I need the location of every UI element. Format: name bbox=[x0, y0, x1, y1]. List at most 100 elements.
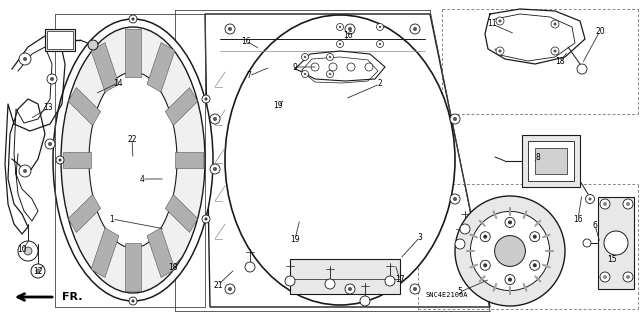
Circle shape bbox=[499, 49, 502, 53]
Circle shape bbox=[376, 24, 383, 31]
Circle shape bbox=[213, 117, 217, 121]
Circle shape bbox=[626, 202, 630, 206]
Polygon shape bbox=[68, 195, 100, 233]
Circle shape bbox=[45, 139, 55, 149]
Circle shape bbox=[496, 17, 504, 25]
Circle shape bbox=[450, 194, 460, 204]
Ellipse shape bbox=[470, 211, 550, 291]
Circle shape bbox=[228, 287, 232, 291]
Circle shape bbox=[499, 19, 502, 23]
Bar bbox=[528, 141, 574, 181]
Circle shape bbox=[225, 284, 235, 294]
Circle shape bbox=[532, 235, 537, 239]
Ellipse shape bbox=[225, 15, 455, 305]
Circle shape bbox=[56, 156, 64, 164]
Circle shape bbox=[496, 47, 504, 55]
Circle shape bbox=[131, 300, 134, 302]
Circle shape bbox=[410, 284, 420, 294]
Circle shape bbox=[31, 264, 45, 278]
Polygon shape bbox=[147, 228, 175, 278]
Text: 13: 13 bbox=[43, 103, 53, 113]
Polygon shape bbox=[68, 88, 100, 125]
Circle shape bbox=[337, 41, 344, 48]
Circle shape bbox=[213, 167, 217, 171]
Circle shape bbox=[18, 241, 38, 261]
Polygon shape bbox=[125, 29, 141, 77]
Text: 7: 7 bbox=[246, 71, 252, 80]
Circle shape bbox=[413, 287, 417, 291]
Circle shape bbox=[505, 275, 515, 285]
Polygon shape bbox=[91, 42, 119, 92]
Circle shape bbox=[329, 73, 332, 75]
Text: 14: 14 bbox=[113, 78, 123, 87]
Text: 16: 16 bbox=[343, 32, 353, 41]
Circle shape bbox=[450, 114, 460, 124]
Text: 5: 5 bbox=[458, 287, 463, 296]
Circle shape bbox=[129, 297, 137, 305]
Circle shape bbox=[210, 164, 220, 174]
Text: 10: 10 bbox=[17, 246, 27, 255]
Circle shape bbox=[19, 165, 31, 177]
Circle shape bbox=[131, 18, 134, 20]
Circle shape bbox=[326, 70, 333, 78]
Circle shape bbox=[345, 284, 355, 294]
Circle shape bbox=[554, 49, 557, 53]
Circle shape bbox=[586, 195, 595, 204]
Text: 8: 8 bbox=[536, 153, 540, 162]
Bar bbox=[522, 135, 580, 187]
Circle shape bbox=[623, 272, 633, 282]
Ellipse shape bbox=[604, 231, 628, 255]
Circle shape bbox=[583, 239, 591, 247]
Circle shape bbox=[410, 24, 420, 34]
Circle shape bbox=[376, 41, 383, 48]
Text: 21: 21 bbox=[213, 280, 223, 290]
Circle shape bbox=[129, 15, 137, 23]
Text: 11: 11 bbox=[487, 19, 497, 28]
Text: 12: 12 bbox=[33, 266, 43, 276]
Circle shape bbox=[551, 47, 559, 55]
Ellipse shape bbox=[455, 196, 565, 306]
Circle shape bbox=[210, 114, 220, 124]
Circle shape bbox=[589, 197, 591, 201]
Circle shape bbox=[301, 54, 308, 61]
Circle shape bbox=[245, 262, 255, 272]
Text: 1: 1 bbox=[109, 214, 115, 224]
Circle shape bbox=[623, 199, 633, 209]
Bar bbox=[290, 259, 400, 294]
Polygon shape bbox=[63, 152, 91, 168]
Circle shape bbox=[460, 224, 470, 234]
Circle shape bbox=[480, 232, 490, 242]
Circle shape bbox=[326, 54, 333, 61]
Circle shape bbox=[50, 77, 54, 81]
Text: 4: 4 bbox=[140, 174, 145, 183]
Circle shape bbox=[301, 70, 308, 78]
Circle shape bbox=[337, 24, 344, 31]
Text: 16: 16 bbox=[241, 36, 251, 46]
Circle shape bbox=[202, 215, 210, 223]
Text: 20: 20 bbox=[595, 26, 605, 35]
Circle shape bbox=[58, 159, 61, 161]
Circle shape bbox=[345, 24, 355, 34]
Circle shape bbox=[304, 56, 306, 58]
Circle shape bbox=[202, 95, 210, 103]
Polygon shape bbox=[175, 152, 203, 168]
Circle shape bbox=[88, 40, 98, 50]
Circle shape bbox=[508, 278, 512, 282]
Circle shape bbox=[379, 26, 381, 28]
Circle shape bbox=[329, 56, 332, 58]
Circle shape bbox=[483, 235, 487, 239]
Circle shape bbox=[23, 57, 27, 61]
Circle shape bbox=[577, 64, 587, 74]
Circle shape bbox=[325, 279, 335, 289]
Circle shape bbox=[304, 73, 306, 75]
Circle shape bbox=[603, 202, 607, 206]
Circle shape bbox=[24, 247, 32, 255]
Circle shape bbox=[225, 24, 235, 34]
Text: 19: 19 bbox=[290, 234, 300, 243]
Circle shape bbox=[379, 43, 381, 45]
Text: 3: 3 bbox=[417, 233, 422, 241]
Circle shape bbox=[603, 275, 607, 279]
Circle shape bbox=[453, 117, 457, 121]
Ellipse shape bbox=[53, 19, 213, 301]
Circle shape bbox=[339, 26, 341, 28]
